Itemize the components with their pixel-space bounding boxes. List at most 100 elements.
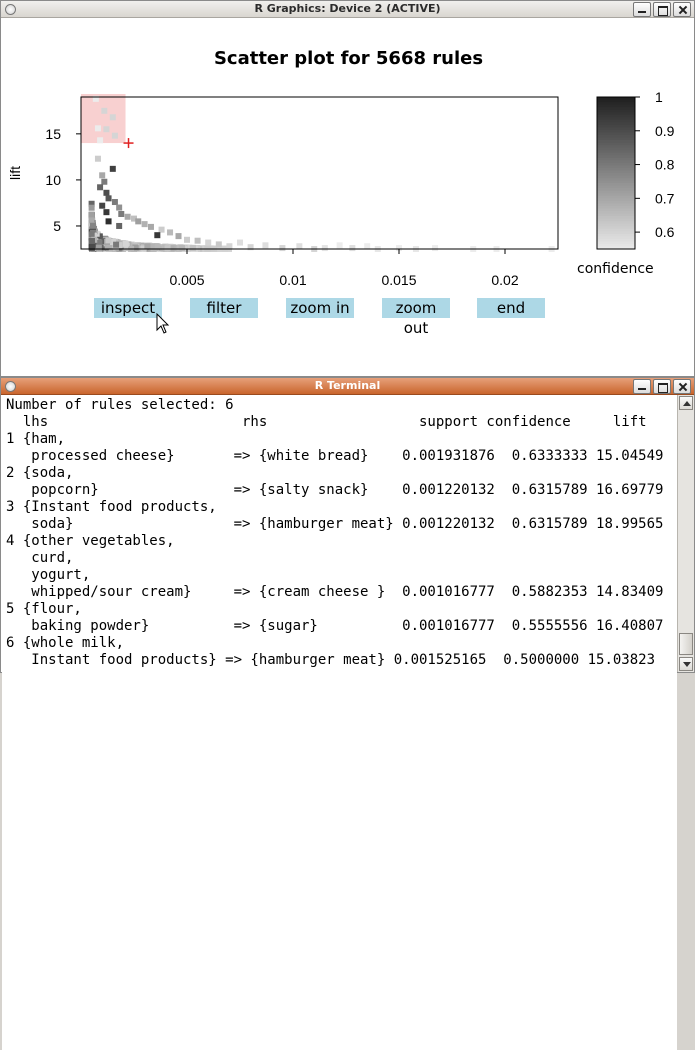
legend-tick-label: 1 [655, 89, 663, 105]
graphics-titlebar[interactable]: R Graphics: Device 2 (ACTIVE) [1, 1, 694, 18]
rule-point [175, 233, 182, 240]
end-button[interactable]: end [477, 298, 545, 318]
rule-point [296, 243, 303, 250]
rule-point [103, 209, 110, 216]
rule-point [164, 245, 171, 252]
selection-region [81, 94, 126, 144]
rule-point [88, 231, 95, 238]
minimize-icon[interactable] [633, 2, 651, 17]
rule-point [364, 243, 371, 250]
legend-gradient-strip [597, 200, 635, 204]
maximize-icon[interactable] [653, 379, 671, 394]
legend-gradient-strip [597, 231, 635, 235]
terminal-line: lhs rhs support confidence lift [6, 414, 647, 430]
legend-gradient-strip [597, 122, 635, 126]
rule-point [154, 232, 161, 239]
inspect-button[interactable]: inspect [94, 298, 162, 318]
mouse-pointer-icon [156, 313, 170, 334]
rule-point [88, 204, 95, 211]
legend-gradient-strip [597, 104, 635, 108]
rule-point [189, 244, 196, 251]
terminal-titlebar[interactable]: R Terminal [1, 378, 694, 395]
terminal-line: 4 {other vegetables, [6, 533, 175, 549]
rule-point [279, 245, 286, 252]
rule-point [101, 107, 108, 114]
terminal-line: baking powder} => {sugar} 0.001016777 0.… [6, 618, 664, 634]
filter-button[interactable]: filter [190, 298, 258, 318]
rule-point [88, 200, 95, 207]
y-tick-label: 15 [45, 126, 61, 142]
rule-point [194, 237, 201, 244]
terminal-line: curd, [6, 550, 74, 566]
scroll-down-icon[interactable] [679, 657, 693, 671]
rule-point [131, 215, 137, 222]
terminal-window: R Terminal Number of rules selected: 6 l… [0, 377, 695, 1050]
rule-point [103, 126, 110, 133]
maximize-icon[interactable] [653, 2, 671, 17]
legend-gradient-strip [597, 193, 635, 197]
rule-point [103, 189, 110, 196]
rule-point [111, 199, 118, 206]
rule-point [432, 245, 439, 252]
rule-point [144, 243, 151, 250]
rule-point [99, 202, 106, 209]
close-icon[interactable] [673, 379, 691, 394]
rule-point [141, 221, 148, 228]
legend-gradient-strip [597, 233, 635, 237]
rule-point [167, 229, 174, 236]
rule-point [215, 241, 222, 248]
rule-point [95, 244, 102, 251]
rule-point [396, 245, 402, 252]
rule-point [94, 125, 101, 132]
terminal-line: 1 {ham, [6, 431, 66, 447]
terminal-line: 3 {Instant food products, [6, 499, 217, 515]
y-axis-label: lift [7, 166, 23, 180]
window-menu-icon[interactable] [5, 4, 16, 15]
plot-frame [80, 96, 559, 250]
rule-point [89, 243, 96, 250]
zoom-out-button[interactable]: zoom out [382, 298, 450, 337]
x-tick-label: 0.005 [169, 272, 204, 288]
terminal-line: soda} => {hamburger meat} 0.001220132 0.… [6, 516, 664, 532]
rule-point [122, 240, 129, 247]
rule-point [118, 210, 125, 217]
legend-gradient-strip [597, 112, 635, 116]
rule-point [90, 222, 97, 229]
rule-point [109, 238, 116, 245]
terminal-line: popcorn} => {salty snack} 0.001220132 0.… [6, 482, 664, 498]
legend-gradient-strip [597, 213, 635, 217]
legend-gradient-strip [597, 218, 635, 222]
scatter-plot[interactable]: 5 10 15 0.005 0.01 0.015 0.02 lift 1 0.9 0.8 0.7 0.6 [1, 18, 694, 298]
legend-gradient-strip [597, 246, 635, 250]
rule-point [111, 132, 118, 139]
legend-gradient-strip [597, 132, 635, 136]
zoom-in-button[interactable]: zoom in [286, 298, 354, 318]
rule-point [158, 226, 165, 233]
rule-point [154, 243, 161, 250]
y-tick-label: 10 [45, 172, 61, 188]
rule-point [226, 243, 233, 250]
rule-point [262, 242, 269, 249]
window-menu-icon[interactable] [5, 381, 16, 392]
legend-gradient-strip [597, 203, 635, 207]
legend-gradient-strip [597, 185, 635, 189]
terminal-scrollbar[interactable] [677, 395, 694, 672]
scroll-up-icon[interactable] [679, 396, 693, 410]
terminal-output[interactable]: Number of rules selected: 6 lhs rhs supp… [2, 396, 677, 1050]
rule-point [99, 172, 106, 179]
legend-gradient-strip [597, 223, 635, 227]
terminal-line: 2 {soda, [6, 465, 74, 481]
rule-point [116, 242, 123, 249]
rule-point [349, 245, 356, 252]
graphics-window: R Graphics: Device 2 (ACTIVE) Scatter pl… [0, 0, 695, 377]
legend-gradient-strip [597, 221, 635, 225]
x-tick-label: 0.01 [279, 272, 306, 288]
legend-gradient-strip [597, 216, 635, 220]
legend-gradient-strip [597, 142, 635, 146]
scrollbar-thumb[interactable] [679, 633, 693, 655]
close-icon[interactable] [673, 2, 691, 17]
rule-point [97, 184, 104, 191]
minimize-icon[interactable] [633, 379, 651, 394]
rule-point [336, 242, 343, 249]
legend-tick-label: 0.6 [655, 224, 675, 240]
